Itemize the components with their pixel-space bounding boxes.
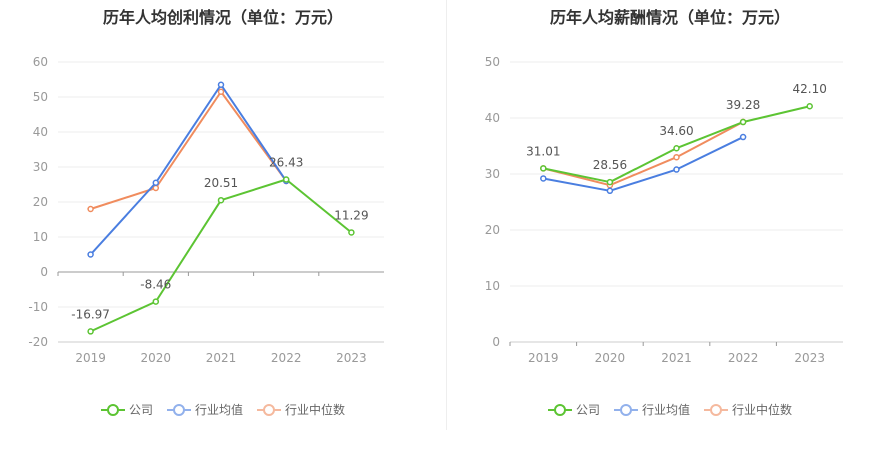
legend-line-icon (100, 403, 125, 416)
data-point[interactable] (217, 88, 225, 95)
legend: 公司 行业均值 行业中位数 (447, 401, 893, 418)
legend-line-icon (613, 403, 638, 416)
data-label: 26.43 (269, 155, 303, 169)
profit-chart-panel: 历年人均创利情况（单位：万元） 60 50 40 30 20 10 0 -10 -20 2019 2… (0, 0, 446, 458)
data-point[interactable] (348, 229, 355, 236)
data-label: 31.01 (526, 144, 560, 158)
y-tick-label: -20 (28, 335, 48, 349)
profit-chart: 60 50 40 30 20 10 0 -10 -20 2019 2020 2021 2022 2023 -… (28, 55, 384, 365)
y-tick-label: 50 (33, 90, 48, 104)
legend-label: 行业中位数 (732, 403, 793, 417)
data-label: 20.51 (204, 176, 238, 190)
chart-title: 历年人均创利情况（单位：万元） (102, 8, 343, 27)
legend-line-icon (704, 403, 728, 416)
legend-item-industry-median[interactable]: 行业中位数 (704, 401, 792, 418)
legend-line-icon (547, 403, 572, 416)
data-point[interactable] (87, 328, 94, 335)
y-tick-label: 40 (33, 125, 48, 139)
x-tick-label: 2022 (271, 351, 302, 365)
data-point[interactable] (739, 133, 747, 141)
y-tick-label: 0 (40, 265, 48, 279)
data-label: 28.56 (593, 158, 627, 172)
data-label: -16.97 (71, 307, 110, 321)
legend: 公司 行业均值 行业中位数 (0, 401, 446, 418)
x-tick-label: 2021 (661, 351, 692, 365)
x-tick-label: 2022 (728, 351, 759, 365)
legend-label: 行业均值 (641, 403, 690, 417)
y-tick-label: -10 (28, 300, 48, 314)
data-point[interactable] (673, 144, 680, 152)
data-point[interactable] (217, 196, 225, 204)
panel-divider (446, 0, 447, 430)
data-point[interactable] (282, 176, 290, 183)
y-tick-label: 20 (33, 195, 48, 209)
data-label: -8.46 (140, 278, 171, 292)
y-tick-label: 10 (485, 279, 500, 293)
salary-chart: 50 40 30 20 10 0 2019 2020 2021 2022 2023 31.01 28.5… (485, 55, 843, 365)
legend-label: 公司 (575, 403, 600, 417)
data-point[interactable] (673, 166, 680, 173)
y-tick-label: 30 (485, 167, 500, 181)
data-point[interactable] (87, 205, 94, 213)
legend-item-industry-median[interactable]: 行业中位数 (257, 401, 345, 418)
series-line (543, 136, 744, 192)
x-tick-label: 2020 (595, 351, 626, 365)
data-point[interactable] (152, 179, 160, 186)
legend-line-icon (257, 403, 281, 416)
x-tick-label: 2023 (336, 351, 367, 365)
legend-item-industry-avg[interactable]: 行业均值 (166, 401, 243, 418)
salary-chart-panel: 历年人均薪酬情况（单位：万元） 50 40 30 20 10 0 2019 2020 2021 2… (447, 0, 893, 458)
y-tick-label: 50 (485, 55, 500, 69)
data-point[interactable] (152, 298, 160, 305)
data-point[interactable] (673, 153, 680, 161)
x-tick-label: 2020 (141, 351, 172, 365)
data-point[interactable] (217, 81, 225, 88)
data-point[interactable] (739, 118, 747, 126)
chart-title: 历年人均薪酬情况（单位：万元） (549, 8, 790, 27)
data-label: 34.60 (659, 124, 693, 138)
legend-label: 行业中位数 (285, 403, 346, 417)
y-tick-label: 60 (33, 55, 48, 69)
data-point[interactable] (806, 102, 813, 110)
series-line (543, 121, 744, 187)
data-point[interactable] (606, 187, 614, 195)
x-tick-label: 2019 (75, 351, 106, 365)
y-tick-label: 10 (33, 230, 48, 244)
y-tick-label: 20 (485, 223, 500, 237)
data-point[interactable] (540, 165, 547, 172)
x-tick-label: 2021 (206, 351, 237, 365)
data-label: 42.10 (793, 82, 827, 96)
legend-item-industry-avg[interactable]: 行业均值 (613, 401, 690, 418)
x-tick-label: 2023 (794, 351, 825, 365)
data-point[interactable] (540, 175, 547, 182)
legend-label: 行业均值 (194, 403, 243, 417)
data-point[interactable] (152, 184, 160, 192)
series-line (90, 90, 288, 210)
legend-label: 公司 (128, 403, 153, 417)
data-point[interactable] (606, 178, 614, 186)
y-tick-label: 0 (492, 335, 500, 349)
data-label: 11.29 (334, 208, 368, 222)
legend-item-company[interactable]: 公司 (547, 401, 600, 418)
y-tick-label: 30 (33, 160, 48, 174)
legend-item-company[interactable]: 公司 (100, 401, 153, 418)
legend-line-icon (166, 403, 191, 416)
x-tick-label: 2019 (528, 351, 559, 365)
series-line (89, 83, 288, 256)
y-tick-label: 40 (485, 111, 500, 125)
data-label: 39.28 (726, 98, 760, 112)
data-point[interactable] (87, 251, 94, 258)
